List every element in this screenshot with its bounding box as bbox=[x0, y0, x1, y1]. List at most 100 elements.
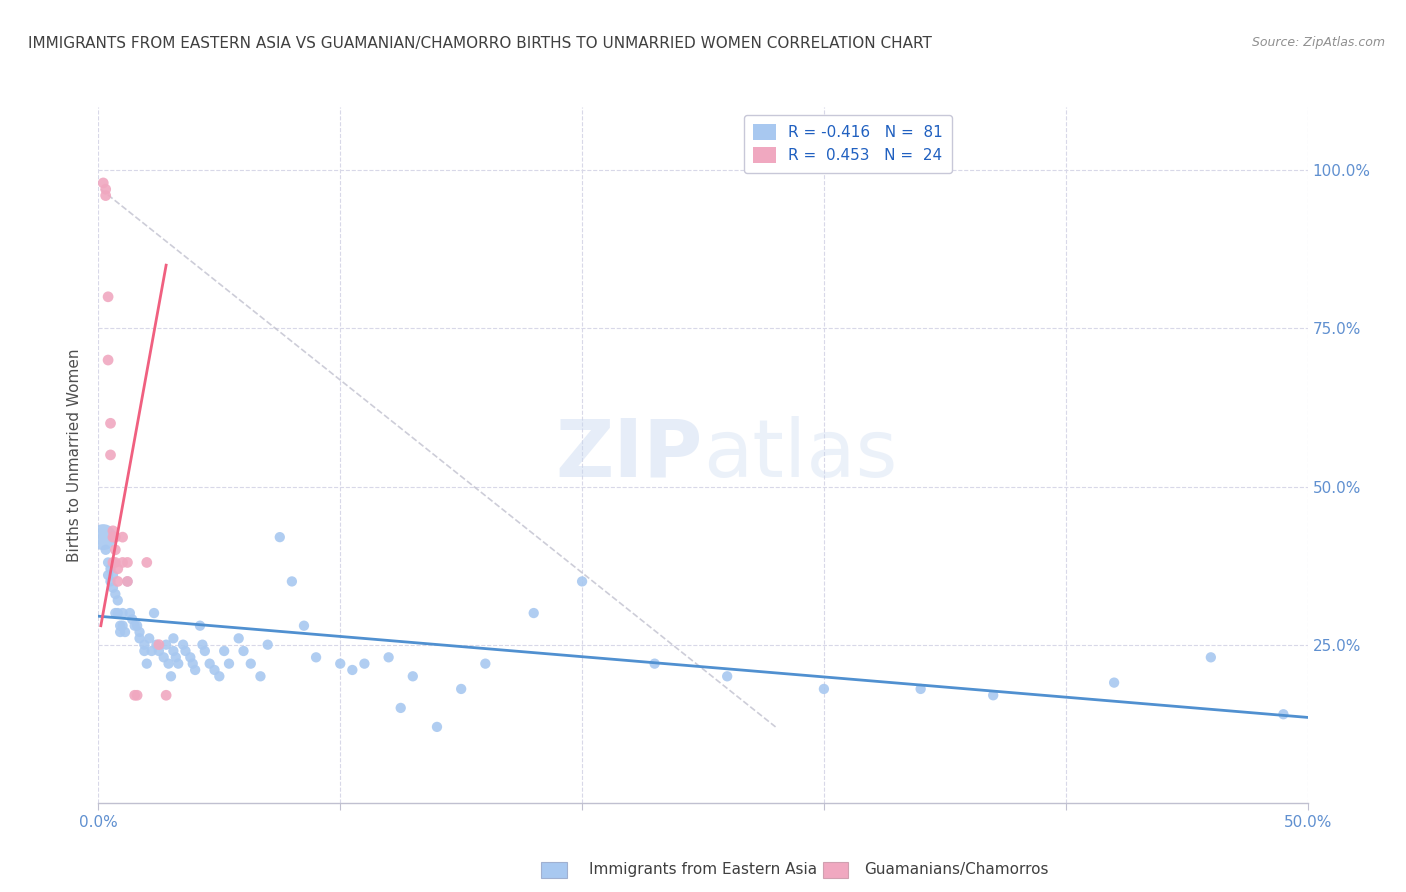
Point bbox=[104, 556, 127, 570]
Point bbox=[108, 618, 131, 632]
Point bbox=[148, 638, 170, 652]
Point bbox=[1272, 707, 1295, 722]
Point bbox=[104, 542, 127, 557]
Point bbox=[111, 606, 134, 620]
Legend: R = -0.416   N =  81, R =  0.453   N =  24: R = -0.416 N = 81, R = 0.453 N = 24 bbox=[744, 115, 952, 173]
Point bbox=[981, 688, 1004, 702]
Point bbox=[100, 448, 122, 462]
Point bbox=[450, 681, 472, 696]
Point bbox=[162, 644, 184, 658]
Point bbox=[571, 574, 593, 589]
Text: Source: ZipAtlas.com: Source: ZipAtlas.com bbox=[1251, 36, 1385, 49]
Point bbox=[124, 688, 146, 702]
Text: ZIP: ZIP bbox=[555, 416, 703, 494]
Point bbox=[329, 657, 352, 671]
Point bbox=[167, 657, 190, 671]
Point bbox=[101, 524, 124, 538]
Point bbox=[91, 530, 114, 544]
Point bbox=[232, 644, 254, 658]
Point bbox=[111, 556, 134, 570]
Point bbox=[134, 644, 156, 658]
Point bbox=[160, 669, 183, 683]
Point bbox=[101, 556, 124, 570]
Point bbox=[162, 632, 184, 646]
Point bbox=[813, 681, 835, 696]
Point bbox=[117, 556, 139, 570]
Text: Guamanians/Chamorros: Guamanians/Chamorros bbox=[863, 863, 1049, 877]
Point bbox=[128, 625, 150, 640]
Point bbox=[377, 650, 399, 665]
Point bbox=[249, 669, 271, 683]
Point bbox=[135, 556, 157, 570]
Point bbox=[94, 182, 117, 196]
Point bbox=[212, 644, 235, 658]
Point bbox=[239, 657, 262, 671]
Point bbox=[104, 530, 127, 544]
Point bbox=[94, 542, 117, 557]
Point bbox=[97, 556, 120, 570]
Point bbox=[716, 669, 738, 683]
Text: atlas: atlas bbox=[703, 416, 897, 494]
Text: Immigrants from Eastern Asia: Immigrants from Eastern Asia bbox=[589, 863, 817, 877]
Point bbox=[181, 657, 204, 671]
Point bbox=[174, 644, 197, 658]
Point bbox=[127, 618, 149, 632]
Point bbox=[188, 618, 211, 632]
Point bbox=[91, 176, 114, 190]
Point bbox=[100, 562, 122, 576]
Point bbox=[292, 618, 315, 632]
Point bbox=[218, 657, 240, 671]
Point bbox=[143, 606, 166, 620]
Point bbox=[111, 530, 134, 544]
Point bbox=[117, 574, 139, 589]
Point bbox=[198, 657, 221, 671]
Point bbox=[342, 663, 364, 677]
Point bbox=[194, 644, 217, 658]
Point bbox=[101, 581, 124, 595]
Point bbox=[141, 644, 163, 658]
Point bbox=[121, 612, 143, 626]
Point bbox=[269, 530, 291, 544]
Point bbox=[184, 663, 207, 677]
Point bbox=[107, 606, 129, 620]
Point bbox=[155, 638, 177, 652]
Point bbox=[179, 650, 201, 665]
Point bbox=[523, 606, 546, 620]
Point bbox=[128, 632, 150, 646]
Point bbox=[107, 593, 129, 607]
Point bbox=[107, 574, 129, 589]
Point bbox=[104, 587, 127, 601]
Point bbox=[389, 701, 412, 715]
Point bbox=[100, 574, 122, 589]
Point bbox=[1199, 650, 1222, 665]
Point bbox=[111, 618, 134, 632]
Point bbox=[353, 657, 375, 671]
Point bbox=[910, 681, 932, 696]
Point bbox=[97, 353, 120, 368]
Point bbox=[117, 574, 139, 589]
Point bbox=[165, 650, 187, 665]
Point bbox=[281, 574, 304, 589]
Point bbox=[97, 568, 120, 582]
Point bbox=[204, 663, 226, 677]
Point bbox=[208, 669, 231, 683]
Point bbox=[402, 669, 425, 683]
Y-axis label: Births to Unmarried Women: Births to Unmarried Women bbox=[67, 348, 83, 562]
Point bbox=[157, 657, 180, 671]
Point bbox=[172, 638, 194, 652]
Point bbox=[114, 625, 136, 640]
Point bbox=[191, 638, 214, 652]
Point bbox=[124, 618, 146, 632]
Point bbox=[155, 688, 177, 702]
Point bbox=[1102, 675, 1125, 690]
Point bbox=[305, 650, 328, 665]
Point bbox=[148, 644, 170, 658]
Point bbox=[97, 290, 120, 304]
Point bbox=[138, 632, 160, 646]
Point bbox=[107, 562, 129, 576]
Point bbox=[135, 657, 157, 671]
Point bbox=[118, 606, 141, 620]
Point bbox=[134, 638, 156, 652]
Point bbox=[108, 625, 131, 640]
Point bbox=[101, 568, 124, 582]
